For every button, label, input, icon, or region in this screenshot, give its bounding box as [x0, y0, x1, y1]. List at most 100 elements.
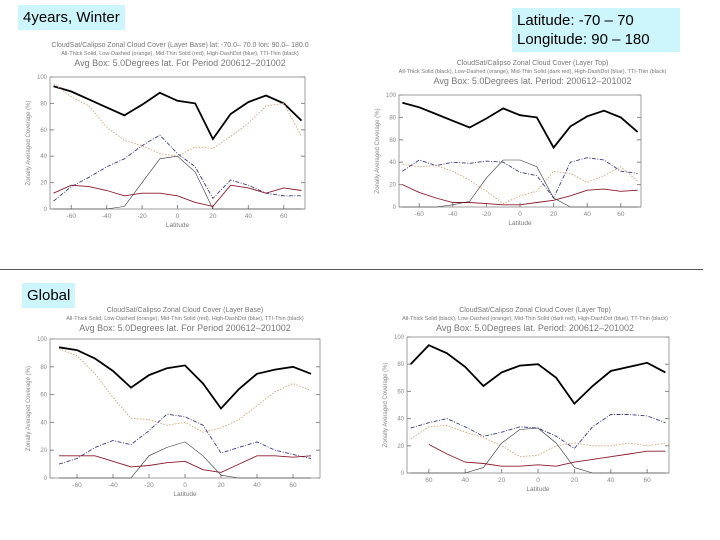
x-tick-label: 40: [607, 477, 615, 484]
global-label: Global: [22, 283, 76, 308]
chart-title: CloudSat/Calipso Zonal Cloud Cover (Laye…: [106, 307, 264, 314]
series-low-line: [410, 424, 666, 458]
chart-title-block: CloudSat/Calipso Zonal Cloud Cover (Laye…: [370, 307, 700, 333]
x-tick-label: 0: [176, 213, 180, 220]
latitude-range: Latitude: -70 – 70: [517, 12, 634, 29]
chart-title: CloudSat/Calipso Zonal Cloud Cover (Laye…: [456, 60, 609, 67]
x-tick-label: -40: [108, 482, 118, 489]
series-high-line: [58, 413, 312, 465]
x-tick-label: -60: [414, 211, 424, 218]
x-axis-label: Latitude: [166, 222, 190, 229]
y-tick-label: 0: [393, 205, 397, 211]
y-tick-label: 60: [389, 138, 396, 144]
plot: 0 20 40 60 80 100 -60 -40 -20 0 20 40 60 Latitude Zona…: [26, 75, 306, 229]
x-axis-label: Latitude: [526, 486, 550, 493]
chart-subtitle2: Avg Box: 5.0Degrees lat. Period: 200612–…: [433, 76, 632, 86]
y-tick-label: 80: [40, 365, 47, 371]
x-tick-label: 0: [183, 482, 187, 489]
chart-title-block: CloudSat/Calipso Zonal Cloud Cover (Laye…: [20, 42, 340, 68]
y-tick-label: 100: [37, 75, 48, 81]
series-mid-line: [402, 184, 638, 206]
x-tick-label: 40: [462, 477, 470, 484]
x-tick-label: 0: [536, 477, 540, 484]
series-thin-line: [402, 159, 638, 208]
series-high-line: [53, 134, 302, 202]
x-tick-label: 20: [209, 213, 217, 220]
x-tick-label: 20: [217, 482, 225, 489]
x-tick-label: -20: [137, 213, 147, 220]
plot: 0 20 40 60 80 100 -60 -40 -20 0 20 40 60 Latitude Zona…: [375, 93, 642, 227]
chart-title-block: CloudSat/Calipso Zonal Cloud Cover (Laye…: [20, 307, 350, 333]
y-tick-label: 0: [401, 471, 405, 477]
y-tick-label: 100: [386, 93, 397, 99]
chart-subtitle: All-Thick Solid (black), Low-Dashed (ora…: [402, 316, 668, 322]
chart-4: CloudSat/Calipso Zonal Cloud Cover (Laye…: [370, 307, 700, 503]
chart-1: CloudSat/Calipso Zonal Cloud Cover (Laye…: [20, 42, 340, 239]
chart-title: CloudSat/Calipso Zonal Cloud Cover (Laye…: [459, 307, 611, 314]
chart-subtitle2: Avg Box: 5.0Degrees lat. Period: 200612–…: [436, 323, 634, 333]
chart-subtitle: All-Thick Solid, Low-Dashed (orange), Mi…: [66, 316, 304, 322]
y-axis-label: Zonally Averaged Coverage (%): [26, 101, 32, 186]
x-tick-label: -40: [448, 211, 458, 218]
x-tick-label: 40: [253, 482, 261, 489]
longitude-range: Longitude: 90 – 180: [517, 31, 650, 48]
chart-title: CloudSat/Calipso Zonal Cloud Cover (Laye…: [51, 42, 309, 49]
series-low-line: [53, 83, 302, 157]
x-tick-label: 20: [550, 211, 558, 218]
series-low-line: [402, 163, 638, 205]
x-tick-label: -60: [72, 482, 82, 489]
x-tick-label: -40: [102, 213, 112, 220]
y-axis-label: Zonally Averaged Coverage (%): [26, 366, 32, 451]
series-high-line: [402, 157, 638, 199]
x-tick-label: 40: [584, 211, 592, 218]
plot-frame: [406, 336, 670, 474]
x-axis-label: Latitude: [508, 220, 532, 227]
chart-subtitle2: Avg Box: 5.0Degrees lat. For Period 2006…: [74, 58, 286, 68]
series-mid-line: [53, 184, 302, 207]
y-tick-label: 60: [397, 389, 404, 395]
x-tick-label: 20: [571, 477, 579, 484]
y-tick-label: 40: [397, 417, 404, 423]
series-total-line: [53, 85, 303, 141]
y-tick-label: 20: [397, 444, 404, 450]
series-thin-line: [59, 441, 311, 479]
y-tick-label: 20: [40, 448, 47, 454]
x-axis-label: Latitude: [173, 491, 197, 498]
y-tick-label: 80: [40, 101, 47, 107]
season-label: 4years, Winter: [18, 5, 125, 30]
plot: 0 20 40 60 80 100 60 40 20 0 20 40 60 Latitude Zonally…: [383, 335, 670, 493]
chart-subtitle: All-Thick Solid, Low-Dashed (orange), Mi…: [61, 51, 299, 57]
chart-subtitle2: Avg Box: 5.0Degrees lat. For Period 2006…: [79, 323, 291, 333]
y-tick-label: 20: [389, 183, 396, 189]
y-tick-label: 40: [40, 420, 47, 426]
x-tick-label: 20: [498, 477, 506, 484]
series-thin-line: [53, 155, 302, 210]
y-tick-label: 40: [40, 154, 47, 160]
y-tick-label: 60: [40, 128, 47, 134]
y-tick-label: 80: [389, 115, 396, 121]
series-mid-line: [428, 444, 666, 467]
x-tick-label: 40: [245, 213, 253, 220]
y-tick-label: 100: [37, 337, 48, 343]
x-tick-label: 60: [289, 482, 297, 489]
y-tick-label: 0: [44, 476, 48, 482]
x-tick-label: 0: [518, 211, 522, 218]
x-tick-label: 60: [280, 213, 288, 220]
series-low-line: [58, 348, 312, 433]
x-tick-label: 60: [617, 211, 625, 218]
y-tick-label: 100: [394, 335, 405, 341]
y-axis-label: Zonally Averaged Coverage (%): [375, 109, 381, 194]
y-axis-label: Zonally Averaged Coverage (%): [383, 363, 389, 448]
x-tick-label: -20: [482, 211, 492, 218]
chart-title-block: CloudSat/Calipso Zonal Cloud Cover (Laye…: [365, 60, 700, 86]
plot-frame: [49, 338, 321, 479]
series-total-line: [58, 346, 312, 410]
chart-subtitle: All-Thick Solid (black), Low-Dashed (ora…: [398, 69, 667, 75]
series-high-line: [410, 414, 666, 450]
series-total-line: [402, 101, 639, 150]
divider: [0, 269, 703, 270]
series-mid-line: [59, 455, 312, 473]
y-tick-label: 40: [389, 160, 396, 166]
plot: 0 20 40 60 80 100 -60 -40 -20 0 20 40 60 Latitude Zona…: [26, 337, 321, 498]
x-tick-label: -20: [144, 482, 154, 489]
